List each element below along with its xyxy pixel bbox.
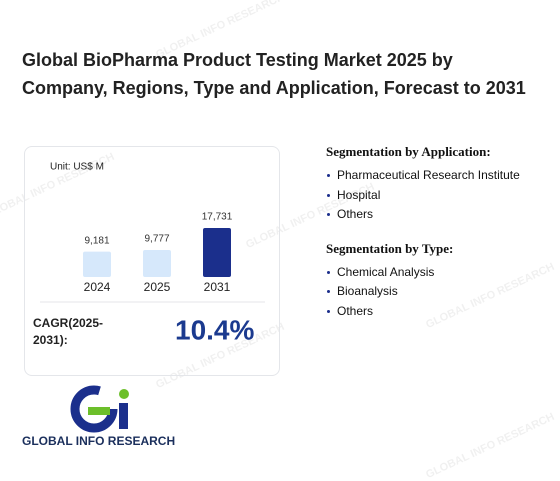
logo-i [119, 403, 128, 429]
chart-subtitle: Unit: US$ M [50, 162, 104, 173]
value-label: 17,731 [202, 212, 233, 223]
segment-heading: Segmentation by Application: [326, 144, 491, 159]
bar [83, 251, 111, 277]
segment-item: Others [326, 207, 520, 227]
logo-g [70, 385, 118, 433]
segment-item: Hospital [326, 188, 520, 208]
bar [203, 228, 231, 277]
value-label: 9,181 [84, 235, 109, 246]
cagr-label: CAGR(2025-2031): [33, 316, 103, 347]
bar [143, 249, 171, 277]
chart: Unit: US$ M CAGR(2025-2031): 10.4% 9,181… [33, 162, 265, 347]
logo: GLOBAL INFO RESEARCH [22, 385, 175, 448]
segment-item: Chemical Analysis [326, 265, 520, 285]
x-tick-label: 2024 [84, 280, 111, 294]
segment-heading: Segmentation by Type: [326, 240, 454, 256]
watermark: GLOBAL INFO RESEARCH [424, 410, 557, 481]
segment-item: Pharmaceutical Research Institute [326, 168, 520, 188]
segment-item: Bioanalysis [326, 284, 520, 304]
value-label: 9,777 [144, 234, 169, 245]
segment-item: Others [326, 304, 520, 324]
page-title: Global BioPharma Product Testing Market … [22, 50, 526, 98]
segment-list: Pharmaceutical Research Institute Hospita… [326, 168, 520, 227]
x-tick-label: 2025 [144, 280, 171, 294]
chart-card: Unit: US$ M CAGR(2025-2031): 10.4% 9,181… [24, 146, 280, 376]
x-tick-label: 2031 [204, 280, 231, 294]
logo-bar [88, 407, 110, 415]
logo-dot [119, 389, 129, 399]
cagr-value: 10.4% [175, 314, 254, 345]
segmentation: Segmentation by Application: Pharmaceutic… [326, 144, 520, 337]
brand: GLOBAL INFO RESEARCH [22, 434, 175, 448]
segment-list: Chemical Analysis Bioanalysis Others [326, 265, 520, 324]
